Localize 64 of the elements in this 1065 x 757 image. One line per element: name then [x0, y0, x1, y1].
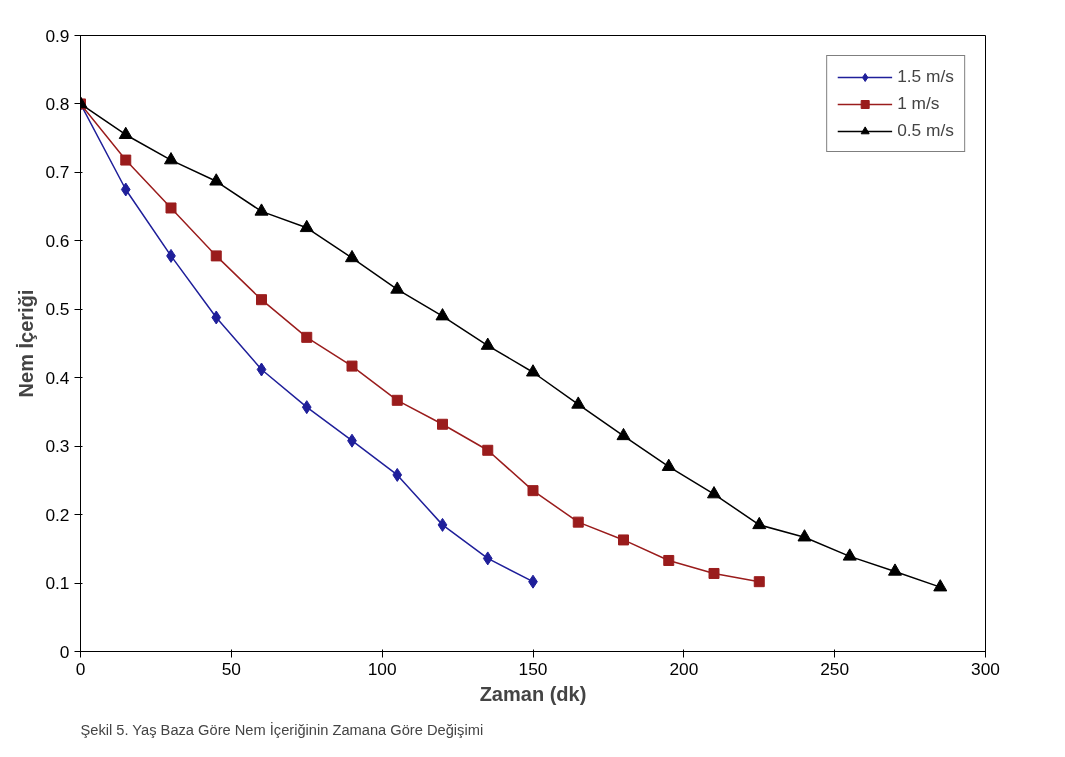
- x-tick-label: 100: [367, 658, 397, 679]
- point: [797, 529, 812, 542]
- point: [392, 467, 403, 482]
- y-tick-label: 0.5: [45, 299, 70, 320]
- x-tick-label: 250: [820, 658, 850, 679]
- point: [527, 485, 539, 497]
- point: [345, 249, 359, 263]
- point: [301, 331, 313, 343]
- point: [708, 567, 720, 579]
- x-tick-label: 0: [75, 658, 86, 679]
- y-tick-label: 0.9: [45, 25, 70, 46]
- point: [663, 554, 675, 566]
- point: [437, 418, 448, 430]
- point: [120, 182, 131, 197]
- y-tick-label: 0: [59, 641, 70, 662]
- point: [888, 563, 902, 576]
- point: [120, 154, 132, 166]
- point: [618, 534, 629, 546]
- point: [256, 362, 267, 377]
- point: [118, 126, 133, 139]
- point: [210, 250, 222, 262]
- legend-label: 1.5 m/s: [897, 66, 954, 87]
- y-tick-label: 0.1: [45, 573, 70, 594]
- point: [435, 308, 450, 321]
- y-tick-label: 0.7: [45, 162, 70, 183]
- point: [933, 579, 948, 592]
- point: [526, 364, 540, 377]
- point: [211, 310, 222, 325]
- x-tick-label: 300: [971, 658, 1000, 679]
- point: [571, 396, 586, 409]
- x-tick-label: 200: [669, 658, 699, 679]
- point: [661, 458, 676, 471]
- x-axis-title: Zaman (dk): [479, 682, 587, 705]
- y-tick-label: 0.8: [45, 93, 70, 114]
- y-axis-title: Nem İçeriği: [15, 289, 38, 398]
- point: [164, 152, 178, 165]
- point: [437, 517, 448, 532]
- point: [299, 219, 314, 233]
- point: [842, 548, 857, 561]
- y-tick-label: 0.6: [45, 230, 70, 251]
- x-tick-label: 150: [518, 658, 548, 679]
- point: [572, 516, 584, 528]
- legend-label: 0.5 m/s: [897, 120, 954, 141]
- point: [616, 427, 631, 441]
- point: [752, 516, 767, 530]
- point: [707, 486, 721, 499]
- y-tick-label: 0.4: [45, 367, 70, 388]
- legend-label: 1 m/s: [897, 93, 940, 114]
- text: Şekil 5. Yaş Baza Göre Nem İçeriğinin Zamana Göre Değişimi: [80, 721, 484, 738]
- point: [480, 337, 495, 350]
- x-tick-label: 50: [221, 658, 241, 679]
- point: [346, 360, 358, 372]
- point: [390, 281, 405, 294]
- y-tick-label: 0.2: [45, 504, 70, 525]
- point: [482, 551, 493, 566]
- point: [254, 203, 269, 216]
- point: [753, 576, 765, 588]
- point: [209, 173, 224, 186]
- point: [301, 400, 312, 415]
- point: [256, 294, 267, 306]
- point: [391, 394, 403, 406]
- y-tick-label: 0.3: [45, 436, 70, 457]
- point: [482, 444, 494, 456]
- point: [165, 202, 177, 214]
